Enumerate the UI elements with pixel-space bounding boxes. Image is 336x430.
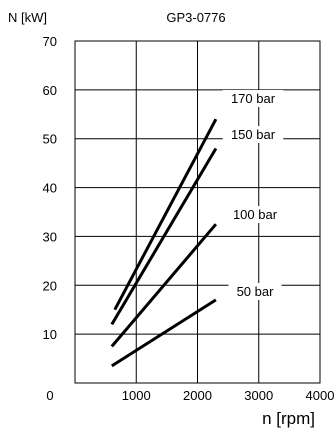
series-label-bg — [224, 206, 286, 223]
y-axis-label: N [kW] — [8, 10, 47, 25]
y-tick-label: 70 — [43, 34, 57, 49]
x-tick-label: 2000 — [183, 388, 212, 403]
series-line — [113, 118, 218, 311]
y-tick-label: 20 — [43, 278, 57, 293]
series-label-bg — [222, 126, 284, 143]
series-lines — [110, 118, 218, 368]
y-tick-label: 30 — [43, 229, 57, 244]
series-label-bg — [228, 283, 282, 300]
y-tick-label: 60 — [43, 83, 57, 98]
series-labels: 170 bar 150 bar 100 bar 50 bar — [222, 90, 286, 300]
series-label: 150 bar — [231, 127, 276, 142]
grid — [74, 40, 321, 384]
series-label: 170 bar — [231, 91, 276, 106]
x-axis-label: n [rpm] — [262, 409, 315, 428]
x-tick-label: 0 — [46, 388, 53, 403]
x-tick-label: 4000 — [306, 388, 335, 403]
plot-frame — [74, 40, 321, 384]
chart-title: GP3-0776 — [166, 10, 225, 25]
y-tick-label: 10 — [43, 327, 57, 342]
y-tick-label: 40 — [43, 181, 57, 196]
series-label: 50 bar — [237, 284, 275, 299]
series-label-bg — [222, 90, 284, 107]
series-line — [110, 298, 217, 368]
series-line — [110, 223, 218, 348]
y-tick-label: 50 — [43, 132, 57, 147]
x-tick-label: 3000 — [244, 388, 273, 403]
tick-labels: 10 20 30 40 50 60 70 0 1000 2000 3000 4000 — [43, 34, 335, 403]
series-line — [110, 147, 218, 326]
x-tick-label: 1000 — [122, 388, 151, 403]
series-label: 100 bar — [233, 207, 278, 222]
